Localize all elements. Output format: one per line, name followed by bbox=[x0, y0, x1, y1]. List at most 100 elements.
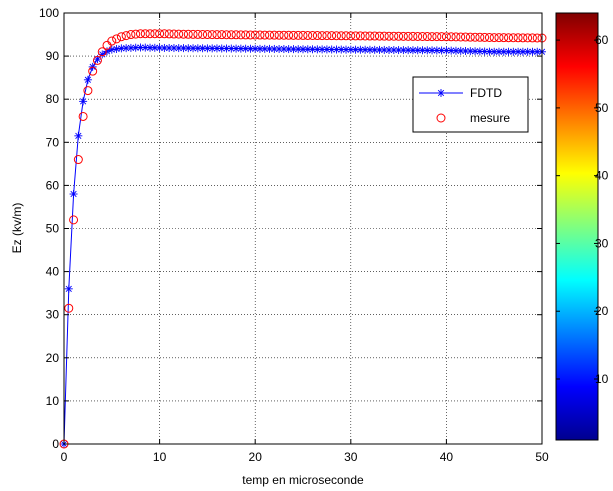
data-point bbox=[303, 30, 313, 40]
data-point bbox=[403, 31, 413, 41]
data-point bbox=[413, 31, 423, 41]
colorbar-gradient bbox=[555, 12, 599, 441]
data-point bbox=[241, 44, 250, 53]
data-point bbox=[418, 31, 427, 41]
y-tick-label: 0 bbox=[52, 437, 59, 451]
data-point bbox=[222, 30, 232, 40]
data-point bbox=[193, 44, 202, 53]
data-point bbox=[504, 47, 513, 56]
colorbar-tick-label: 20 bbox=[595, 304, 609, 318]
data-point bbox=[73, 155, 83, 165]
colorbar: 10 20 30 40 50 60 bbox=[555, 12, 609, 441]
data-point bbox=[245, 30, 255, 40]
data-point bbox=[446, 32, 456, 42]
axis-ticks: 0 10 20 30 40 50 0 10 20 30 40 50 60 70 80 90 100 bbox=[39, 6, 549, 464]
data-point bbox=[461, 32, 471, 42]
data-point bbox=[231, 30, 241, 40]
x-axis-label: temp en microseconde bbox=[242, 473, 364, 487]
data-point bbox=[355, 31, 365, 41]
data-point bbox=[279, 45, 288, 54]
data-point bbox=[327, 31, 337, 41]
data-point bbox=[198, 44, 207, 53]
data-point bbox=[131, 29, 141, 39]
y-tick-label: 30 bbox=[46, 308, 60, 322]
data-point bbox=[78, 111, 88, 121]
data-point bbox=[499, 33, 509, 43]
data-point bbox=[207, 30, 217, 40]
data-point bbox=[255, 30, 265, 40]
y-axis-label: Ez (kv/m) bbox=[10, 203, 24, 254]
data-point bbox=[398, 31, 408, 41]
data-point bbox=[484, 32, 494, 42]
data-point bbox=[379, 31, 389, 41]
data-point bbox=[456, 46, 465, 55]
data-point bbox=[447, 46, 456, 55]
legend: FDTD mesure bbox=[412, 76, 529, 133]
data-point bbox=[135, 29, 145, 39]
data-point bbox=[265, 30, 275, 40]
legend-entry-mesure: mesure bbox=[436, 111, 510, 125]
data-point bbox=[374, 31, 384, 41]
data-point bbox=[98, 50, 107, 59]
legend-label: FDTD bbox=[470, 86, 502, 100]
x-tick-label: 50 bbox=[535, 450, 549, 464]
data-point bbox=[298, 30, 308, 40]
x-tick-label: 10 bbox=[153, 450, 167, 464]
data-point bbox=[83, 75, 92, 84]
y-tick-label: 100 bbox=[39, 6, 59, 20]
data-point bbox=[456, 32, 466, 42]
y-tick-label: 80 bbox=[46, 92, 60, 106]
data-point bbox=[275, 44, 284, 53]
y-tick-label: 40 bbox=[46, 265, 60, 279]
y-tick-label: 50 bbox=[46, 222, 60, 236]
data-point bbox=[164, 29, 174, 39]
data-point bbox=[269, 30, 279, 40]
data-point bbox=[174, 29, 184, 39]
data-point bbox=[470, 32, 480, 42]
data-point bbox=[202, 30, 212, 40]
data-point bbox=[251, 44, 260, 53]
data-point bbox=[441, 32, 451, 42]
data-point bbox=[341, 31, 351, 41]
data-point bbox=[351, 31, 361, 41]
data-point bbox=[312, 31, 322, 41]
data-point bbox=[69, 215, 79, 225]
data-point bbox=[250, 30, 260, 40]
data-point bbox=[499, 47, 508, 56]
data-point bbox=[241, 30, 251, 40]
data-point bbox=[179, 29, 188, 39]
data-point bbox=[69, 190, 78, 199]
data-point bbox=[288, 30, 298, 40]
data-point bbox=[64, 284, 73, 293]
legend-box bbox=[412, 76, 529, 133]
data-point bbox=[193, 29, 203, 39]
data-point bbox=[480, 32, 490, 42]
data-point bbox=[97, 47, 107, 57]
data-point bbox=[375, 45, 384, 54]
y-tick-label: 60 bbox=[46, 178, 60, 192]
data-point bbox=[293, 30, 303, 40]
data-point bbox=[527, 33, 537, 43]
data-point bbox=[226, 30, 236, 40]
data-point bbox=[308, 30, 318, 40]
data-point bbox=[504, 33, 514, 43]
data-point bbox=[423, 46, 432, 55]
legend-label: mesure bbox=[470, 111, 510, 125]
data-point bbox=[384, 31, 394, 41]
data-point bbox=[159, 29, 169, 39]
data-point bbox=[140, 29, 150, 39]
data-point bbox=[317, 31, 327, 41]
legend-entry-FDTD: FDTD bbox=[419, 86, 502, 100]
data-point bbox=[408, 31, 418, 41]
colorbar-tick-label: 60 bbox=[595, 33, 609, 47]
series-mesure bbox=[59, 29, 547, 449]
data-point bbox=[437, 32, 447, 42]
legend-marker bbox=[437, 89, 445, 97]
data-point bbox=[284, 45, 293, 54]
data-point bbox=[370, 31, 380, 41]
data-point bbox=[337, 45, 346, 54]
data-point bbox=[116, 32, 126, 42]
data-point bbox=[183, 29, 193, 39]
data-point bbox=[174, 44, 183, 53]
data-point bbox=[74, 131, 83, 140]
